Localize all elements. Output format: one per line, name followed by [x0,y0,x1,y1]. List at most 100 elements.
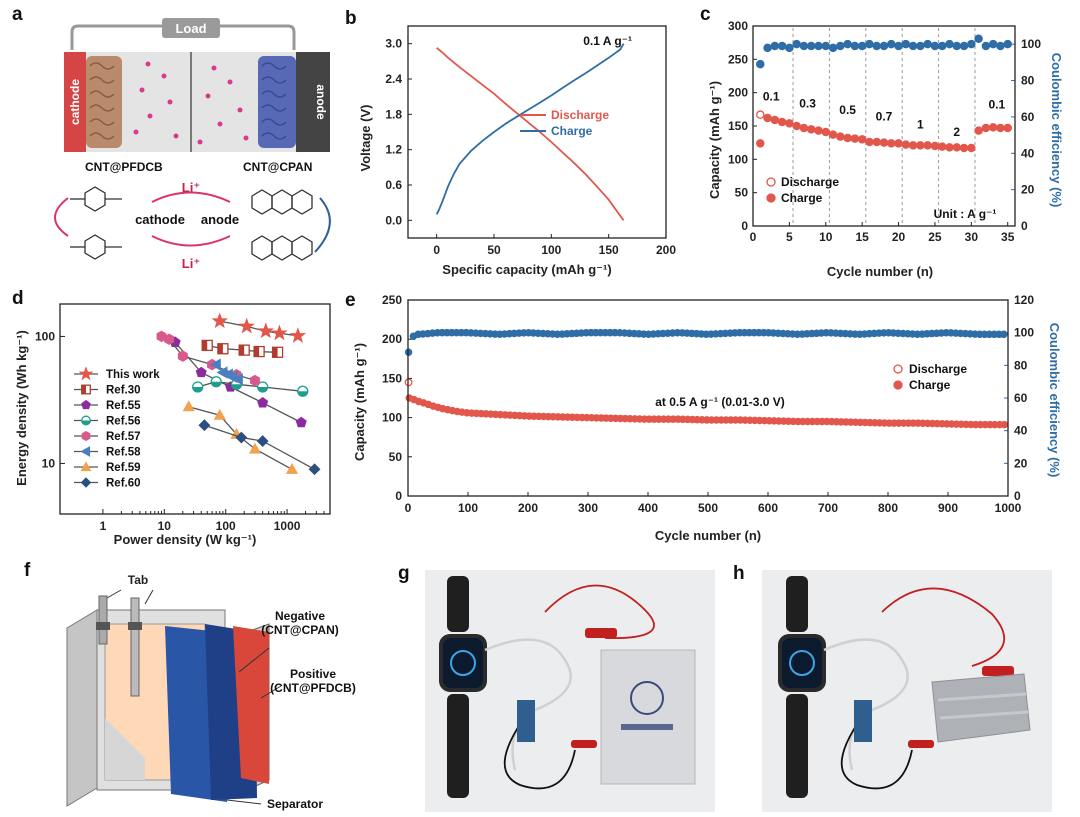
d-legend-label: Ref.59 [106,462,141,474]
f-tab-label: Tab [128,573,148,587]
b-ticks: 0 50 100 150 200 0.0 0.6 1.2 1.8 2.4 3.0 [385,37,676,257]
c-point-charge [785,119,794,128]
d-point-ref-59 [182,400,195,412]
c-rate-label: 1 [917,118,924,132]
d-point-ref-56-half [211,381,222,387]
c-point-charge [988,123,998,132]
e-legend-marker [893,364,903,374]
g-pouch-logo-icon [630,681,664,715]
d-point-ref-30 [217,343,229,355]
anode-electrode [296,52,330,152]
c-point-charge [857,135,867,144]
d-legend-label: Ref.56 [106,416,141,428]
e-ylabel: Capacity (mAh g⁻¹) [352,343,367,461]
d-legend-marker [81,415,91,426]
d-legend-label: Ref.30 [106,385,141,397]
h-watch-strap-top [786,576,808,632]
h-watch-ring-icon [789,650,815,676]
c-point-coulombic-efficiency [843,39,852,49]
b-xtick-label: 150 [599,243,619,257]
c-rate-label: 0.5 [839,103,856,117]
c-point-charge [930,141,940,151]
left-arrow [54,197,69,237]
d-xtick-label: 100 [216,519,236,533]
g-black-wire [503,709,576,790]
b-ytick-label: 1.2 [385,143,402,157]
f-inner-fold [105,718,145,780]
f-negative-label-1: Negative [275,609,325,623]
c-point-coulombic-efficiency [821,41,831,51]
panel-b-chart: Voltage (V) Specific capacity (mAh g⁻¹) … [358,25,676,277]
c-point-coulombic-efficiency [756,59,765,69]
d-point-ref-57 [156,330,167,343]
cathode-electrode [64,52,86,152]
d-point-ref-30-half [254,346,260,357]
d-point-ref-56 [210,376,222,388]
c-point-coulombic-efficiency [981,41,991,51]
c-y2tick-label: 20 [1021,183,1035,197]
c-legend-marker [766,193,776,203]
g-watch-strap-bottom [447,694,469,798]
d-point-ref-57 [177,350,188,362]
d-point-ref-56 [297,385,309,397]
c-point-coulombic-efficiency [770,41,780,51]
li-ions [133,61,249,145]
d-legend-label: Ref.60 [106,478,141,490]
c-ytick-label: 0 [741,219,748,233]
d-point-ref-30-half [239,345,245,356]
e-y2tick-label: 60 [1014,391,1028,405]
c-point-coulombic-efficiency [952,41,962,51]
c-unit-label: Unit : A g⁻¹ [934,207,997,221]
c-legend-marker [766,177,776,187]
c-point-charge [923,141,932,150]
b-xtick-label: 50 [487,243,501,257]
c-point-coulombic-efficiency [996,41,1005,51]
c-point-charge [1003,123,1012,133]
cycle-top-label: Li⁺ [182,180,200,195]
pfdcb-structures [70,186,122,260]
c-point-charge [777,117,787,127]
f-negative-label-2: (CNT@CPAN) [261,623,338,637]
c-ytick-label: 200 [728,86,748,100]
c-point-coulombic-efficiency [777,41,787,51]
c-point-charge [901,140,911,149]
upper-cycle-arrow [151,191,231,203]
e-legend-label: Discharge [909,362,967,376]
h-tape-strips [937,692,1029,720]
c-xtick-label: 15 [855,230,869,244]
cathode-texture [89,62,115,140]
c-point-charge [865,137,874,147]
h-lower-clip [908,740,934,748]
d-legend-marker-half [81,420,91,425]
panel-label-c: c [700,4,711,25]
d-point-this-work [211,312,229,329]
c-point-coulombic-efficiency [894,41,903,51]
c-point-charge [959,143,969,153]
g-watch-screen [443,638,483,688]
d-ticks: 1 10 100 1000 10 100 [35,329,325,533]
c-point-charge [894,139,903,148]
load-label: Load [175,21,206,36]
d-xtick-label: 1000 [274,519,301,533]
d-point-ref-56 [192,381,204,393]
c-point-coulombic-efficiency [836,41,845,51]
e-points [404,328,1009,429]
c-point-charge [952,143,962,152]
b-xtick-label: 100 [541,243,561,257]
b-legend: Discharge Charge [520,108,609,138]
e-ticks: 0 100 200 300 400 500 600 700 800 900 100005010015… [382,293,1034,515]
c-rate-label: 2 [953,125,960,139]
c-plot-frame [752,25,1016,227]
h-taped-pouch-cell [931,673,1031,743]
e-y2tick-label: 20 [1014,456,1028,470]
cathode-label: cathode [68,79,82,125]
d-point-ref-59 [248,442,262,454]
d-point-ref-59 [285,462,299,474]
panel-c-chart: Capacity (mAh g⁻¹) Coulombic efficiency … [707,19,1064,279]
c-point-charge [974,126,983,135]
panel-g-photo [425,570,715,812]
c-ticks: 0 5 10 15 20 25 30 35 0 50 100 150 200 250 300 0 20 40 60 8… [728,19,1041,244]
e-ytick-label: 100 [382,411,402,425]
d-legend-marker-half [81,385,86,394]
